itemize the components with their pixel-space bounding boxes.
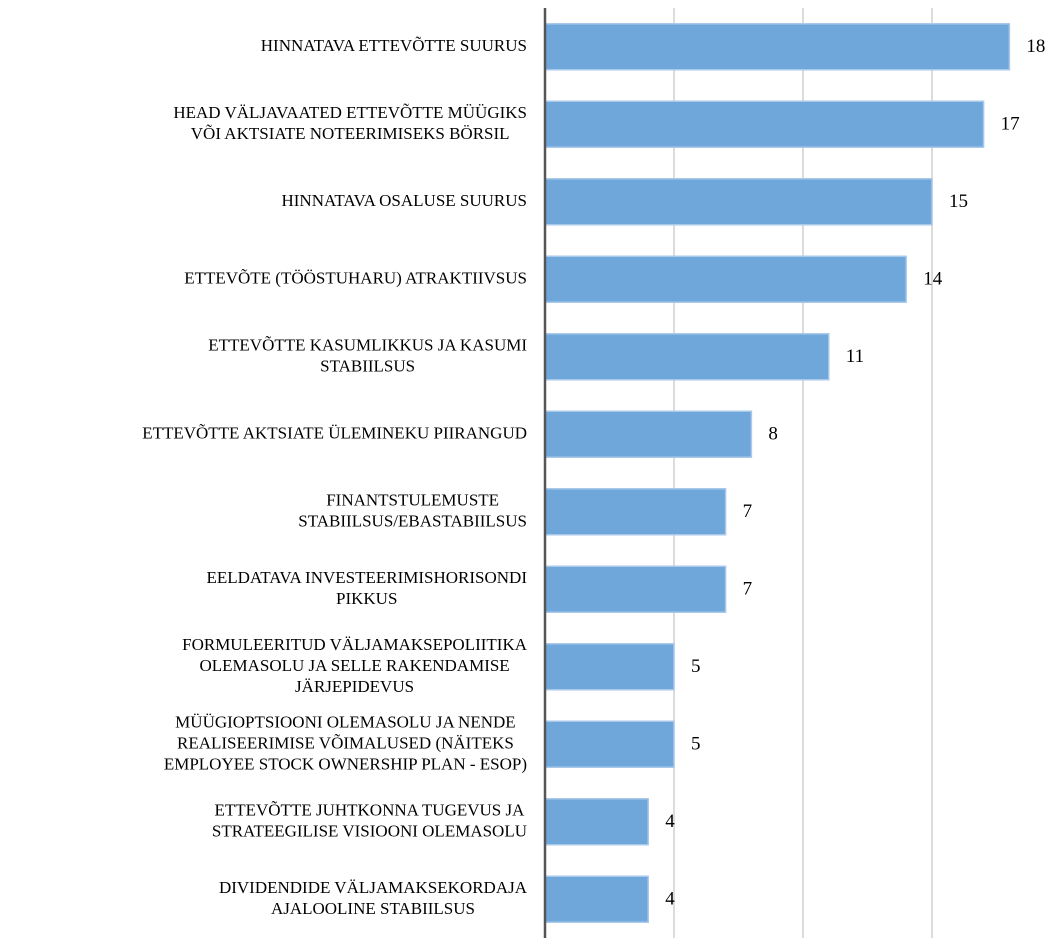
category-line: FINANTSTULEMUSTE (326, 490, 499, 509)
category-line: PIKKUS (336, 589, 397, 608)
category-label: HINNATAVA OSALUSE SUURUS (281, 191, 527, 210)
value-label: 14 (923, 269, 943, 290)
category-label: HINNATAVA ETTEVÕTTE SUURUS (261, 36, 527, 55)
value-label: 5 (691, 656, 701, 677)
category-line: STRATEEGILISE VISIOONI OLEMASOLU (212, 821, 527, 840)
bar (544, 488, 727, 536)
value-label: 11 (846, 346, 864, 367)
category-line: EMPLOYEE STOCK OWNERSHIP PLAN - ESOP) (164, 754, 527, 773)
category-line: REALISEERIMISE VÕIMALUSED (NÄITEKS (177, 733, 514, 752)
category-label: ETTEVÕTE (TÖÖSTUHARU) ATRAKTIIVSUS (184, 268, 527, 287)
category-line: HINNATAVA ETTEVÕTTE SUURUS (261, 36, 527, 55)
category-line: MÜÜGIOPTSIOONI OLEMASOLU JA NENDE (175, 712, 515, 731)
bar (544, 255, 907, 303)
bar (544, 643, 675, 691)
bar (544, 565, 727, 613)
value-label: 7 (743, 579, 753, 600)
category-line: ETTEVÕTTE AKTSIATE ÜLEMINEKU PIIRANGUD (142, 423, 527, 442)
value-label: 8 (768, 424, 778, 445)
category-line: VÕI AKTSIATE NOTEERIMISEKS BÖRSIL (191, 124, 510, 143)
bar (544, 23, 1011, 71)
category-line: HINNATAVA OSALUSE SUURUS (281, 191, 527, 210)
value-label: 7 (743, 501, 753, 522)
bar (544, 798, 649, 846)
bar (544, 410, 753, 458)
category-label: ETTEVÕTTE JUHTKONNA TUGEVUS JA STRATEEGIL… (212, 800, 527, 840)
category-label: FORMULEERITUD VÄLJAMAKSEPOLIITIKA OLEMASO… (182, 635, 528, 696)
category-line: HEAD VÄLJAVAATED ETTEVÕTTE MÜÜGIKS (173, 103, 527, 122)
category-line: STABIILSUS/EBASTABIILSUS (298, 511, 527, 530)
bar (544, 720, 675, 768)
category-line: OLEMASOLU JA SELLE RAKENDAMISE (199, 656, 509, 675)
category-line: AJALOOLINE STABIILSUS (271, 899, 475, 918)
value-label: 5 (691, 734, 701, 755)
category-line: DIVIDENDIDE VÄLJAMAKSEKORDAJA (219, 878, 528, 897)
bar (544, 875, 649, 923)
category-line: STABIILSUS (320, 356, 415, 375)
value-label: 18 (1026, 36, 1045, 57)
category-line: ETTEVÕTTE KASUMLIKKUS JA KASUMI (208, 335, 527, 354)
value-label: 17 (1001, 114, 1020, 135)
category-line: ETTEVÕTE (TÖÖSTUHARU) ATRAKTIIVSUS (184, 268, 527, 287)
category-label: DIVIDENDIDE VÄLJAMAKSEKORDAJA AJALOOLINE … (219, 878, 528, 918)
category-label: ETTEVÕTTE KASUMLIKKUS JA KASUMI STABIILSU… (208, 335, 527, 375)
category-label: EELDATAVA INVESTEERIMISHORISONDI PIKKUS (206, 568, 527, 608)
category-line: JÄRJEPIDEVUS (295, 677, 414, 696)
category-line: EELDATAVA INVESTEERIMISHORISONDI (206, 568, 527, 587)
category-label: MÜÜGIOPTSIOONI OLEMASOLU JA NENDE REALISE… (164, 712, 527, 773)
category-label: FINANTSTULEMUSTE STABIILSUS/EBASTABIILSUS (298, 490, 527, 530)
category-label: HEAD VÄLJAVAATED ETTEVÕTTE MÜÜGIKS VÕI AK… (173, 103, 527, 143)
bar (544, 333, 830, 381)
bar (544, 178, 933, 226)
value-label: 4 (665, 811, 675, 832)
category-line: ETTEVÕTTE JUHTKONNA TUGEVUS JA (214, 800, 525, 819)
category-label: ETTEVÕTTE AKTSIATE ÜLEMINEKU PIIRANGUD (142, 423, 527, 442)
value-label: 4 (665, 889, 675, 910)
value-label: 15 (949, 191, 968, 212)
category-line: FORMULEERITUD VÄLJAMAKSEPOLIITIKA (182, 635, 528, 654)
bar (544, 100, 985, 148)
